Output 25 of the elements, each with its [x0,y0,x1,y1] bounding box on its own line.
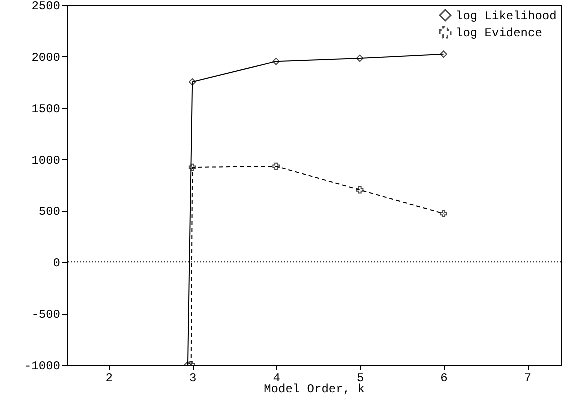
y-tick-label: 2500 [32,0,60,14]
x-tick-label: 5 [356,372,364,386]
point [272,58,280,66]
x-tick-label: 2 [106,372,113,386]
x-tick-label: 3 [189,372,197,386]
point [188,164,196,172]
y-tick-label: -1000 [24,360,60,374]
x-tick-label: 6 [440,372,448,386]
y-tick-label: 2000 [32,50,60,65]
legend-label: log Evidence [456,26,542,40]
y-tick-label: 1000 [32,154,60,168]
x-tick-label: 4 [273,372,280,386]
y-tick-label: 0 [53,256,60,271]
point [440,210,448,218]
y-tick-label: 1500 [32,102,60,116]
x-axis-title: Model Order, k [264,382,365,396]
point [272,162,280,170]
point [356,186,364,194]
y-tick-label: -500 [32,308,60,322]
point [188,78,196,86]
point [356,54,364,62]
x-tick-label: 7 [524,372,532,386]
point [440,50,448,58]
legend-label: log Likelihood [456,10,557,24]
y-tick-label: 500 [38,205,60,220]
